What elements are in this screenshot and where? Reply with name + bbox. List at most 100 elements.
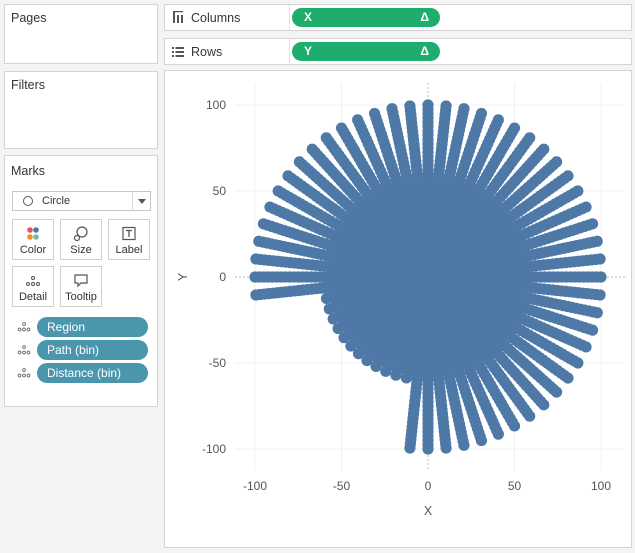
data-point: [250, 253, 262, 265]
data-point: [440, 100, 452, 112]
data-point: [320, 132, 332, 144]
data-point: [550, 156, 563, 168]
data-point: [508, 122, 521, 134]
data-point: [422, 99, 434, 111]
label-button[interactable]: Label: [108, 219, 150, 260]
data-point: [591, 307, 603, 319]
data-point: [562, 372, 574, 384]
marks[interactable]: [249, 99, 607, 455]
detail-field-row[interactable]: Path (bin): [17, 340, 157, 360]
detail-field-row[interactable]: Region: [17, 317, 157, 337]
data-point: [475, 434, 488, 447]
scatter-chart[interactable]: -100 -50 0 50 100 100 50 0 -50 -100 X Y: [165, 71, 631, 547]
delta-icon: Δ: [420, 10, 429, 24]
data-point: [492, 428, 504, 440]
columns-icon: [173, 11, 183, 23]
data-point: [538, 143, 550, 155]
y-tick-label: 0: [219, 270, 226, 284]
size-button[interactable]: Size: [60, 219, 102, 260]
data-point: [386, 103, 398, 115]
size-label: Size: [70, 244, 92, 256]
tooltip-button[interactable]: Tooltip: [60, 266, 102, 307]
data-point: [335, 122, 348, 134]
rows-label: Rows: [191, 45, 223, 59]
data-point: [538, 399, 550, 411]
region-pill[interactable]: Region: [37, 317, 148, 337]
columns-shelf[interactable]: Columns X Δ: [164, 4, 632, 31]
columns-label: Columns: [191, 11, 241, 25]
y-pill-name: Y: [304, 44, 313, 58]
tooltip-icon: [74, 274, 88, 288]
data-point: [332, 323, 344, 335]
detail-icon: [17, 322, 31, 332]
label-label: Label: [115, 244, 143, 256]
data-point: [249, 271, 261, 283]
color-button[interactable]: Color: [12, 219, 54, 260]
detail-icon: [17, 345, 31, 355]
data-point: [475, 107, 488, 120]
data-point: [411, 374, 423, 386]
mark-type-dropdown[interactable]: Circle: [12, 191, 151, 211]
detail-button[interactable]: Detail: [12, 266, 54, 307]
detail-label: Detail: [18, 291, 48, 303]
data-point: [272, 185, 284, 197]
path-bin-pill[interactable]: Path (bin): [37, 340, 148, 360]
data-point: [591, 235, 603, 247]
x-pill-name: X: [304, 10, 313, 24]
color-icon: [27, 227, 39, 240]
chart-area[interactable]: -100 -50 0 50 100 100 50 0 -50 -100 X Y: [164, 70, 632, 548]
x-axis-title: X: [424, 504, 433, 518]
chevron-down-icon[interactable]: [132, 192, 150, 210]
y-axis-title: Y: [176, 272, 190, 281]
shelf-divider: [289, 39, 290, 64]
data-point: [352, 348, 365, 360]
axes: -100 -50 0 50 100 100 50 0 -50 -100 X Y: [176, 98, 611, 518]
filters-card[interactable]: Filters: [4, 71, 158, 149]
x-measure-pill[interactable]: X Δ: [292, 8, 440, 27]
data-point: [404, 100, 416, 112]
circle-icon: [23, 196, 33, 206]
detail-icon: [17, 368, 31, 378]
data-point: [580, 201, 592, 213]
data-point: [422, 443, 434, 455]
data-point: [586, 218, 599, 230]
data-point: [345, 340, 357, 352]
data-point: [492, 114, 504, 126]
pages-title: Pages: [11, 11, 47, 25]
rows-icon: [172, 47, 184, 57]
y-measure-pill[interactable]: Y Δ: [292, 42, 440, 61]
data-point: [572, 185, 584, 197]
label-icon: [122, 226, 136, 241]
data-point: [404, 442, 416, 454]
marks-title: Marks: [11, 164, 46, 178]
data-point: [458, 439, 470, 451]
y-tick-label: -50: [209, 356, 227, 370]
data-point: [361, 354, 373, 367]
data-point: [352, 114, 364, 126]
data-point: [282, 170, 294, 182]
distance-bin-pill[interactable]: Distance (bin): [37, 363, 148, 383]
rows-shelf[interactable]: Rows Y Δ: [164, 38, 632, 65]
x-tick-label: 50: [508, 479, 522, 493]
data-point: [594, 253, 606, 265]
detail-field-row[interactable]: Distance (bin): [17, 363, 157, 383]
data-point: [562, 170, 574, 182]
x-tick-label: -100: [243, 479, 267, 493]
data-point: [319, 282, 331, 294]
data-point: [400, 372, 413, 384]
tooltip-label: Tooltip: [65, 291, 97, 303]
data-point: [572, 357, 584, 369]
data-point: [595, 271, 607, 283]
y-tick-label: -100: [202, 442, 226, 456]
data-point: [370, 360, 382, 372]
data-point: [440, 442, 452, 454]
marks-card: Marks Circle Color Size Label: [4, 155, 158, 407]
data-point: [390, 369, 402, 381]
data-point: [524, 132, 536, 144]
data-point: [253, 235, 265, 247]
pages-card[interactable]: Pages: [4, 4, 158, 64]
data-point: [327, 313, 339, 325]
detail-icon: [26, 276, 40, 286]
data-point: [257, 218, 270, 230]
y-tick-label: 50: [213, 184, 227, 198]
